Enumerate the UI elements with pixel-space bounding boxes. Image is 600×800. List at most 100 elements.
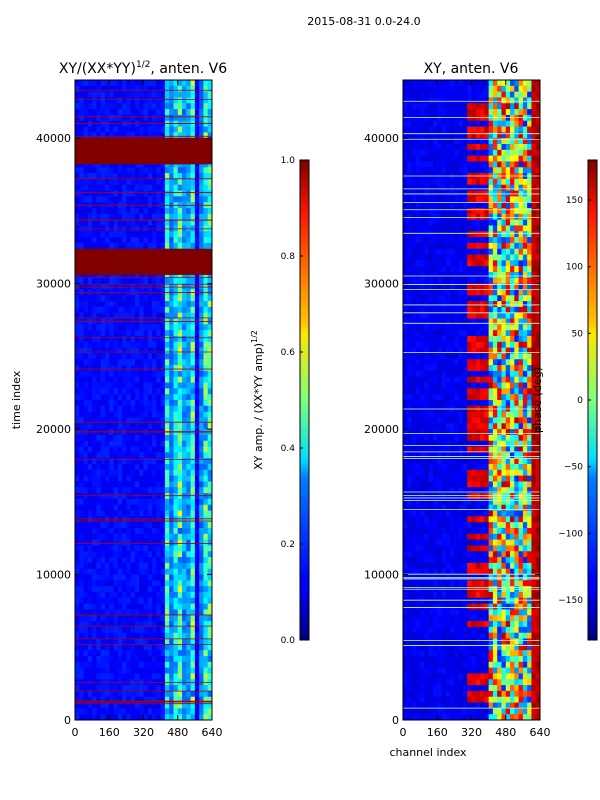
amp-heatmap-cell	[139, 656, 145, 663]
amp-heatmap-cell	[182, 673, 187, 680]
amp-heatmap-cell	[147, 464, 153, 471]
amp-heatmap-cell	[117, 481, 123, 488]
amp-heatmap-cell	[143, 312, 149, 320]
amp-heatmap-cell	[173, 184, 179, 192]
phase-heatmap-cell	[480, 318, 485, 325]
amp-heatmap-cell	[186, 568, 192, 576]
amp-heatmap-cell	[182, 708, 187, 715]
amp-heatmap-cell	[134, 516, 140, 523]
amp-heatmap-cell	[109, 522, 115, 529]
amp-heatmap-cell	[182, 714, 187, 720]
phase-heatmap-cell	[420, 312, 426, 320]
phase-heatmap-cell	[531, 266, 537, 273]
amp-heatmap-cell	[92, 516, 98, 523]
amp-heatmap-cell	[92, 97, 98, 104]
phase-heatmap-cell	[527, 97, 533, 104]
amp-heatmap-cell	[104, 231, 110, 238]
amp-heatmap-cell	[194, 557, 200, 564]
amp-heatmap-cell	[173, 656, 179, 663]
phase-heatmap-cell	[437, 289, 443, 296]
phase-heatmap-cell	[441, 80, 447, 87]
amp-heatmap-cell	[126, 295, 132, 302]
phase-heatmap-cell	[522, 289, 528, 296]
phase-heatmap-cell	[484, 213, 490, 221]
amp-heatmap-cell	[177, 173, 183, 180]
amp-heatmap-cell	[104, 120, 110, 128]
amp-heatmap-cell	[143, 208, 149, 215]
amp-heatmap-cell	[100, 272, 106, 279]
amp-heatmap-cell	[130, 440, 136, 448]
phase-heatmap-cell	[492, 283, 498, 291]
amp-heatmap-cell	[104, 504, 110, 512]
amp-heatmap-cell	[83, 702, 89, 709]
amp-heatmap-cell	[186, 365, 192, 372]
amp-heatmap-cell	[104, 562, 110, 570]
amp-heatmap-cell	[173, 167, 179, 174]
amp-heatmap-cell	[92, 690, 98, 698]
phase-heatmap-cell	[505, 248, 511, 256]
amp-heatmap-cell	[122, 306, 127, 314]
amp-heatmap-cell	[169, 417, 175, 424]
amp-heatmap-cell	[117, 528, 123, 535]
phase-heatmap-cell	[467, 97, 473, 104]
amp-heatmap-cell	[139, 644, 145, 651]
phase-heatmap-cell	[458, 155, 464, 163]
amp-heatmap-cell	[194, 370, 200, 378]
amp-heatmap-cell	[173, 487, 179, 494]
phase-heatmap-cell	[420, 301, 426, 308]
amp-heatmap-cell	[75, 685, 80, 692]
amp-heatmap-cell	[186, 656, 192, 663]
amp-heatmap-cell	[104, 690, 110, 698]
amp-heatmap-cell	[87, 592, 93, 599]
amp-heatmap-cell	[143, 481, 149, 488]
amp-heatmap-cell	[117, 539, 123, 547]
amp-heatmap-cell	[126, 423, 132, 430]
phase-heatmap-cell	[510, 312, 515, 320]
amp-heatmap-cell	[160, 592, 166, 599]
amp-heatmap-cell	[203, 644, 209, 651]
phase-heatmap-cell	[480, 272, 485, 279]
amp-heatmap-cell	[139, 336, 145, 343]
amp-heatmap-cell	[100, 85, 106, 93]
amp-heatmap-cell	[177, 434, 183, 442]
phase-heatmap-cell	[501, 272, 507, 279]
phase-heatmap-cell	[488, 306, 494, 314]
amp-heatmap-cell	[100, 161, 106, 168]
amp-heatmap-cell	[207, 452, 212, 459]
amp-heatmap-cell	[75, 400, 80, 407]
amp-heatmap-cell	[173, 661, 179, 669]
amp-heatmap-cell	[207, 516, 212, 523]
phase-heatmap-cell	[467, 242, 473, 250]
phase-heatmap-cell	[527, 318, 533, 325]
amp-heatmap-cell	[79, 242, 85, 250]
phase-heatmap-cell	[411, 289, 417, 296]
phase-heatmap-cell	[428, 97, 434, 104]
amp-heatmap-cell	[104, 376, 110, 384]
amp-heatmap-cell	[173, 685, 179, 692]
amp-heatmap-cell	[113, 405, 119, 413]
amp-heatmap-cell	[182, 475, 187, 483]
amp-heatmap-cell	[173, 592, 179, 599]
phase-heatmap-cell	[462, 80, 468, 87]
phase-heatmap-cell	[437, 237, 443, 244]
amp-heatmap-cell	[122, 295, 127, 302]
amp-colorbar-ticks: 0.00.20.40.60.81.0	[281, 156, 303, 646]
amp-heatmap-cell	[160, 708, 166, 715]
amp-heatmap-cell	[190, 562, 196, 570]
amp-heatmap-cell	[104, 487, 110, 494]
amp-heatmap-cell	[169, 277, 175, 285]
amp-heatmap-cell	[134, 708, 140, 715]
phase-heatmap-cell	[522, 306, 528, 314]
phase-heatmap-cell	[420, 266, 426, 273]
phase-heatmap-cell	[458, 120, 464, 128]
amp-heatmap-cell	[139, 708, 145, 715]
amp-heatmap-cell	[109, 446, 115, 453]
amp-heatmap-cell	[79, 504, 85, 512]
amp-heatmap-cell	[130, 341, 136, 349]
amp-heatmap-cell	[182, 504, 187, 512]
phase-heatmap-cell	[415, 295, 421, 302]
phase-heatmap-cell	[403, 132, 408, 139]
amp-heatmap-cell	[100, 632, 106, 640]
amp-heatmap-cell	[182, 574, 187, 581]
phase-heatmap-cell	[428, 301, 434, 308]
